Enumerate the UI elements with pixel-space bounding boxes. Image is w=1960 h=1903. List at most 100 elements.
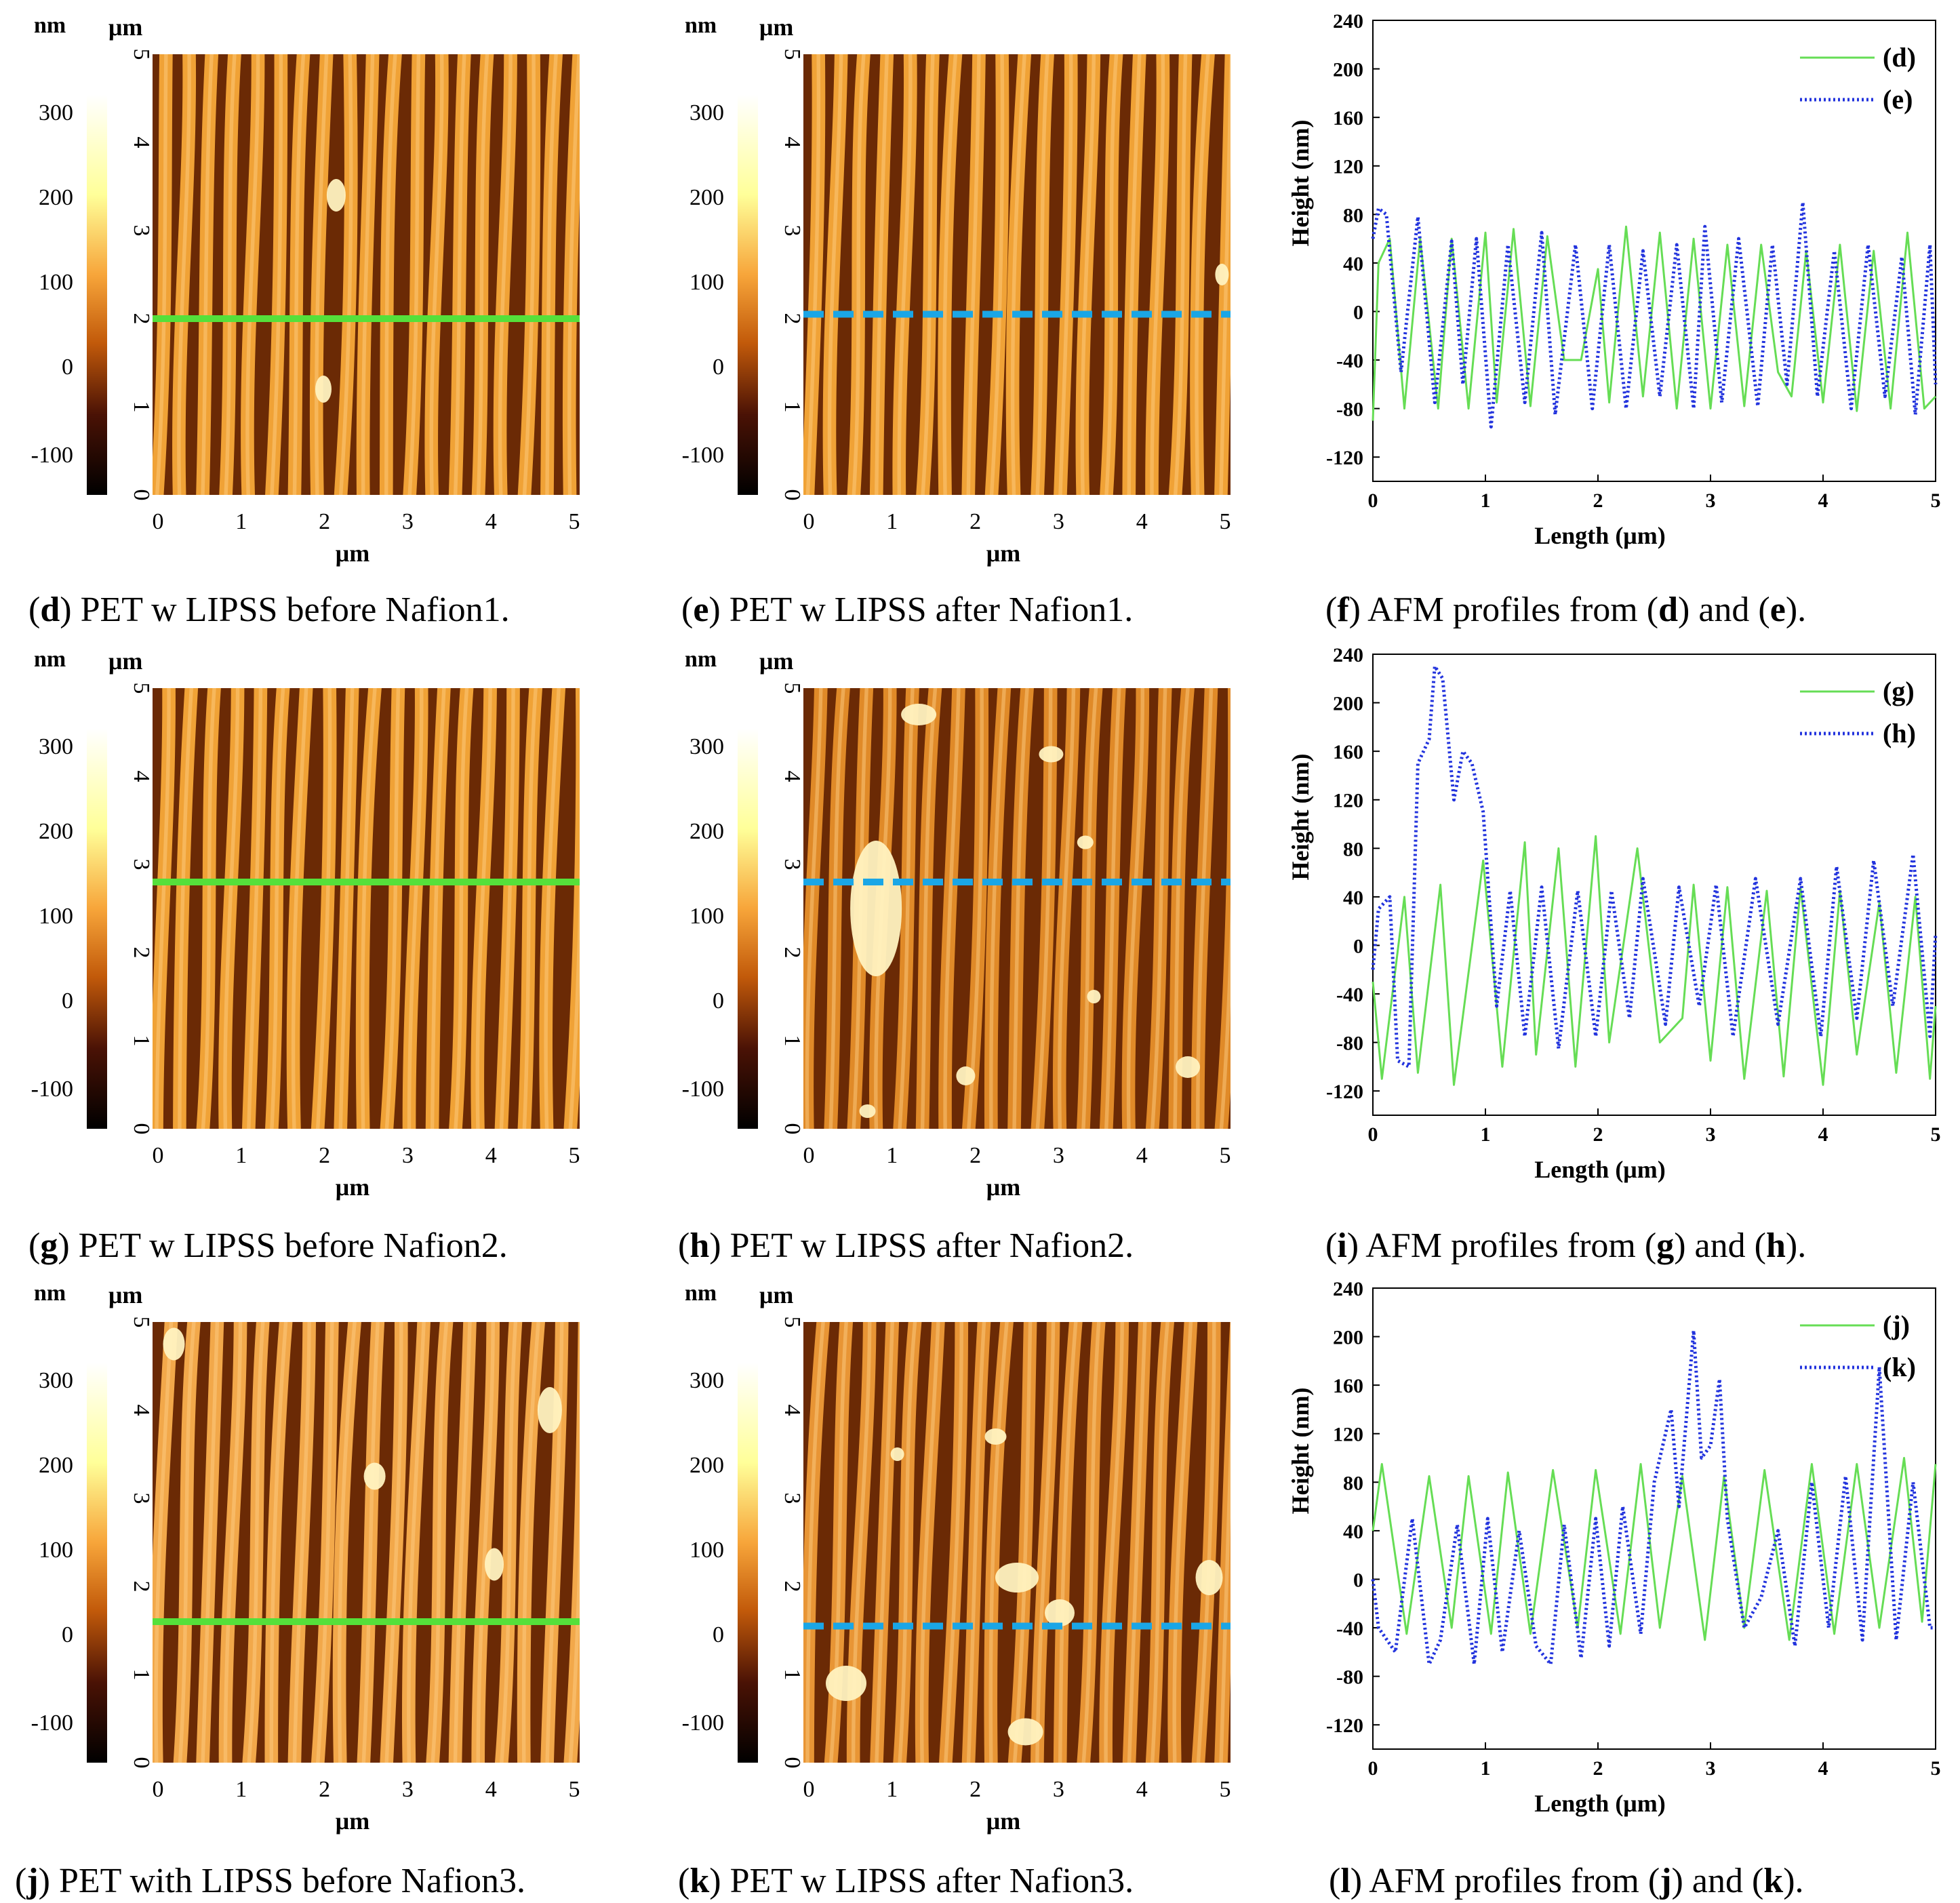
y-tick-label: -40 — [1336, 984, 1363, 1006]
lipss-ridge-highlight — [407, 1322, 426, 1763]
colorbar — [87, 1363, 107, 1763]
lipss-ridge — [1145, 54, 1170, 495]
lipss-ridge-highlight — [805, 54, 821, 495]
lipss-ridge-highlight — [155, 54, 168, 495]
lipss-ridge-highlight — [919, 1322, 940, 1763]
x-axis-unit-label: μm — [336, 1807, 369, 1835]
deposit-particle — [984, 1428, 1007, 1445]
deposit-particle — [315, 376, 332, 403]
colorbar-tick-label: -100 — [31, 1077, 73, 1102]
lipss-ridge-highlight — [500, 1322, 518, 1763]
lipss-ridge-highlight — [942, 54, 958, 495]
side-tick-label: 4 — [129, 771, 154, 782]
colorbar-tick-label: 300 — [689, 1368, 724, 1393]
lipss-ridge-highlight — [852, 54, 866, 495]
x-tick-label: 5 — [569, 1777, 580, 1802]
lipss-ridge-highlight — [1035, 1322, 1056, 1763]
lipss-ridge-highlight — [1127, 54, 1142, 495]
lipss-ridge-highlight — [1196, 1322, 1216, 1763]
y-tick-label: 160 — [1333, 741, 1363, 763]
colorbar-tick-label: 100 — [689, 270, 724, 295]
lipss-ridge — [426, 1322, 454, 1763]
lipss-ridge — [286, 688, 313, 1129]
x-tick-label: 2 — [969, 1777, 981, 1802]
deposit-particle — [890, 1447, 904, 1461]
lipss-ridge-highlight — [545, 1322, 564, 1763]
colorbar-tick-label: 200 — [689, 1453, 724, 1478]
lipss-ridge-highlight — [292, 1322, 311, 1763]
side-tick-label: 5 — [780, 1317, 805, 1328]
x-tick-label: 1 — [886, 509, 898, 534]
lipss-ridge-highlight — [178, 1322, 196, 1763]
lipss-ridge-highlight — [898, 1322, 917, 1763]
x-tick-label: 0 — [803, 1777, 815, 1802]
series-line-g — [1372, 835, 1937, 1086]
lipss-ridge — [1214, 688, 1231, 1129]
side-tick-label: 1 — [129, 1035, 154, 1047]
x-tick-label: 1 — [235, 1143, 247, 1168]
lipss-ridge — [493, 54, 517, 495]
panel-d-afm-image: nm μm 300 200 100 0 -100 5 4 3 2 1 0 0 1 2 3 4 5 μm — [0, 0, 610, 567]
lipss-ridge — [241, 54, 265, 495]
y-tick-label: 200 — [1333, 59, 1363, 81]
y-tick-label: 0 — [1353, 1569, 1363, 1591]
y-tick-label: 200 — [1333, 1327, 1363, 1349]
lipss-ridge — [984, 54, 1009, 495]
lipss-ridge — [961, 688, 989, 1129]
lipss-ridge — [893, 1322, 922, 1763]
lipss-ridge-highlight — [338, 688, 355, 1129]
lipss-ridge — [540, 54, 563, 495]
lipss-ridge-highlight — [522, 54, 536, 495]
y-tick-label: -120 — [1326, 447, 1363, 469]
colorbar-tick-label: 0 — [713, 1622, 724, 1647]
lipss-ridge-highlight — [1219, 906, 1231, 1129]
lipss-ridge-highlight — [897, 54, 913, 495]
profile-chart-l: -120 -80 -40 0 40 80 120 160 200 240 0 1 2 3 4 5 Length … — [1287, 1278, 1941, 1817]
deposit-particle — [1087, 990, 1101, 1003]
lipss-ridge-highlight — [154, 1322, 174, 1763]
um-unit-label: μm — [108, 647, 142, 675]
lipss-ridge-highlight — [1081, 1322, 1101, 1763]
nm-unit-label: nm — [685, 1281, 717, 1306]
lipss-ridge — [1007, 1322, 1037, 1763]
lipss-ridge — [1122, 1322, 1152, 1763]
x-tick-label: 2 — [319, 1777, 330, 1802]
lipss-ridge-highlight — [429, 54, 444, 495]
lipss-ridge — [309, 54, 334, 495]
lipss-ridge-highlight — [361, 54, 375, 495]
colorbar — [87, 729, 107, 1129]
side-tick-label: 5 — [780, 49, 805, 60]
colorbar-tick-label: 300 — [689, 734, 724, 759]
lipss-ridge-highlight — [270, 54, 283, 495]
panel-e-afm-image: nm μm 300 200 100 0 -100 5 4 3 2 1 0 0 1 2 3 4 5 μm — [651, 0, 1261, 567]
y-tick-label: -40 — [1336, 1618, 1363, 1640]
plot-frame — [1372, 654, 1936, 1116]
nm-unit-label: nm — [685, 647, 717, 672]
y-tick-label: -120 — [1326, 1081, 1363, 1103]
colorbar — [738, 729, 758, 1129]
side-tick-label: 2 — [129, 1581, 154, 1592]
x-tick-label: 2 — [1593, 1757, 1603, 1780]
lipss-ridge-highlight — [1104, 688, 1121, 1129]
lipss-ridge-highlight — [521, 1322, 540, 1763]
deposit-particle — [326, 179, 346, 212]
lipss-ridge — [517, 1322, 545, 1763]
lipss-ridge-highlight — [1127, 1322, 1147, 1763]
side-tick-label: 2 — [780, 313, 805, 325]
caption-f: (f) AFM profiles from (d) and (e). — [1325, 590, 1807, 629]
lipss-ridge — [1100, 54, 1123, 495]
x-axis-label: Length (μm) — [1534, 522, 1665, 549]
lipss-ridge — [402, 688, 428, 1129]
deposit-particle — [956, 1066, 976, 1085]
lipss-ridge-highlight — [155, 688, 171, 1129]
x-tick-label: 2 — [1593, 1123, 1603, 1146]
side-tick-label: 4 — [780, 137, 805, 148]
colorbar-tick-label: 200 — [39, 819, 73, 844]
caption-l: (l) AFM profiles from (j) and (k). — [1329, 1862, 1804, 1900]
lipss-ridge-highlight — [828, 1322, 848, 1763]
lipss-ridge-highlight — [989, 688, 1007, 1129]
lipss-ridge-highlight — [499, 688, 515, 1129]
deposit-particle — [850, 841, 902, 976]
